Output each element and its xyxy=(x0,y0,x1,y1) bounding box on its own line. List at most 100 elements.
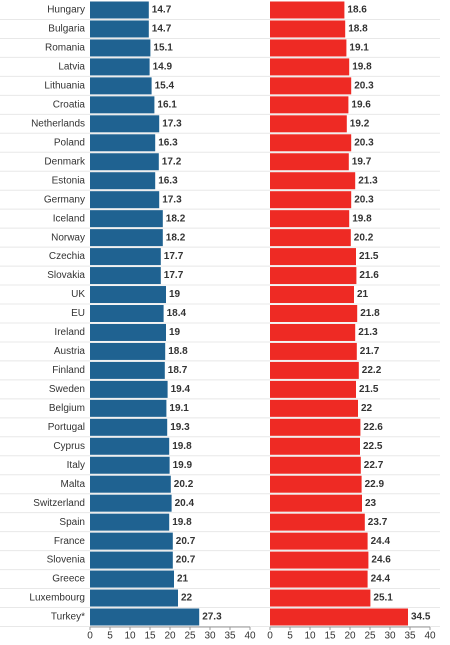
bar xyxy=(270,191,352,209)
value-label: 22 xyxy=(361,403,373,414)
category-label: Austria xyxy=(54,346,86,357)
bar xyxy=(90,513,170,531)
bar xyxy=(90,248,161,266)
value-label: 21 xyxy=(177,574,189,585)
bar xyxy=(90,20,149,38)
value-label: 16.3 xyxy=(158,137,178,148)
bar xyxy=(270,153,349,171)
bar xyxy=(270,305,358,322)
category-label: Malta xyxy=(61,479,86,490)
bar xyxy=(270,20,346,38)
bar xyxy=(90,456,170,474)
x-tick-label: 25 xyxy=(364,631,376,642)
bar xyxy=(90,532,173,550)
value-label: 21.3 xyxy=(358,327,378,338)
category-label: Cyprus xyxy=(53,441,85,452)
value-label: 19.8 xyxy=(172,441,192,452)
bar xyxy=(270,77,352,95)
value-label: 18.4 xyxy=(167,308,187,319)
value-label: 22 xyxy=(181,593,193,604)
bar xyxy=(270,494,362,512)
value-label: 18.2 xyxy=(166,213,186,224)
x-tick-label: 5 xyxy=(107,631,113,642)
value-label: 15.1 xyxy=(153,43,173,54)
bar xyxy=(270,248,356,266)
bar xyxy=(270,286,354,304)
bar xyxy=(270,437,360,455)
value-label: 20.7 xyxy=(176,555,196,566)
category-label: Lithuania xyxy=(44,81,85,92)
value-label: 21.5 xyxy=(359,251,379,262)
bar xyxy=(270,513,365,531)
x-tick-label: 10 xyxy=(304,631,316,642)
category-label: Croatia xyxy=(53,99,86,110)
bar xyxy=(270,532,368,550)
category-label: Slovakia xyxy=(47,270,85,281)
category-label: UK xyxy=(71,289,85,300)
category-label: Hungary xyxy=(47,5,85,16)
bar xyxy=(90,494,172,512)
bar xyxy=(90,305,164,322)
category-label: Latvia xyxy=(58,62,85,73)
bar xyxy=(90,551,173,569)
x-tick-label: 20 xyxy=(164,631,176,642)
bar xyxy=(270,551,369,569)
value-label: 15.4 xyxy=(155,81,175,92)
bar xyxy=(90,210,163,228)
category-label: Czechia xyxy=(49,251,86,262)
value-label: 17.3 xyxy=(162,118,182,129)
bar xyxy=(90,323,166,341)
value-label: 21.3 xyxy=(358,175,378,186)
bar xyxy=(90,437,170,455)
value-label: 14.9 xyxy=(153,62,173,73)
bar xyxy=(270,39,347,57)
x-tick-label: 20 xyxy=(344,631,356,642)
value-label: 23 xyxy=(365,498,377,509)
category-label: Norway xyxy=(51,232,85,243)
value-label: 20.3 xyxy=(354,137,374,148)
value-label: 34.5 xyxy=(411,612,431,623)
category-label: Ireland xyxy=(54,327,85,338)
bar xyxy=(90,380,168,398)
x-tick-label: 30 xyxy=(204,631,216,642)
x-tick-label: 15 xyxy=(144,631,156,642)
value-label: 19 xyxy=(169,327,181,338)
category-label: France xyxy=(54,536,86,547)
x-tick-label: 35 xyxy=(224,631,236,642)
value-label: 24.4 xyxy=(371,574,391,585)
value-label: 22.7 xyxy=(364,460,384,471)
bar xyxy=(270,399,358,417)
category-label: Belgium xyxy=(49,403,85,414)
bar xyxy=(270,323,356,341)
value-label: 18.8 xyxy=(168,346,188,357)
bar xyxy=(270,210,350,228)
bar xyxy=(90,153,159,171)
bar xyxy=(270,475,362,493)
value-label: 20.2 xyxy=(354,232,374,243)
x-tick-label: 0 xyxy=(87,631,93,642)
value-label: 21.7 xyxy=(360,346,380,357)
value-label: 20.2 xyxy=(174,479,194,490)
value-label: 19.8 xyxy=(172,517,192,528)
value-label: 23.7 xyxy=(368,517,388,528)
value-label: 18.7 xyxy=(168,365,188,376)
bar xyxy=(270,134,352,152)
value-label: 18.2 xyxy=(166,232,186,243)
category-label: Netherlands xyxy=(31,118,85,129)
value-label: 19.3 xyxy=(170,422,190,433)
value-label: 24.6 xyxy=(371,555,391,566)
bar xyxy=(90,286,166,304)
category-label: Turkey* xyxy=(51,612,85,623)
x-tick-label: 25 xyxy=(184,631,196,642)
bar xyxy=(90,1,149,19)
category-label: Estonia xyxy=(52,175,86,186)
value-label: 16.3 xyxy=(158,175,178,186)
category-label: Switzerland xyxy=(33,498,85,509)
value-label: 19.8 xyxy=(352,213,372,224)
category-label: Spain xyxy=(59,517,85,528)
value-label: 19.2 xyxy=(350,118,370,129)
bar xyxy=(90,361,165,379)
value-label: 14.7 xyxy=(152,24,172,35)
value-label: 17.3 xyxy=(162,194,182,205)
